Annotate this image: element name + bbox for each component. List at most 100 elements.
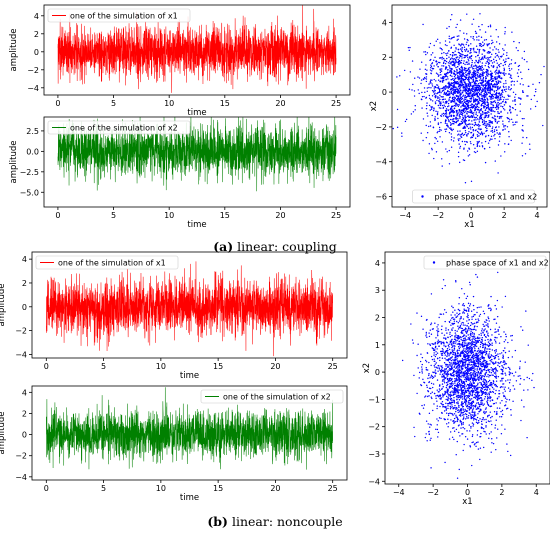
scatter-point <box>496 86 498 88</box>
scatter-point <box>480 374 482 377</box>
scatter-point <box>477 82 480 85</box>
scatter-point <box>485 94 488 96</box>
scatter-point <box>498 104 500 106</box>
scatter-point <box>457 384 459 387</box>
scatter-point <box>449 393 452 395</box>
scatter-point <box>496 407 499 409</box>
scatter-point <box>505 82 507 84</box>
scatter-point <box>504 339 507 341</box>
scatter-point <box>467 342 469 344</box>
scatter-point <box>447 381 449 383</box>
scatter-point <box>497 36 499 38</box>
scatter-point <box>483 106 485 108</box>
scatter-point <box>455 90 458 93</box>
scatter-point <box>457 48 460 51</box>
scatter-point <box>456 320 458 323</box>
scatter-point <box>455 454 457 456</box>
scatter-point <box>477 402 479 404</box>
scatter-point <box>477 392 479 395</box>
scatter-point <box>470 374 472 377</box>
scatter-point <box>493 411 496 413</box>
scatter-point <box>483 132 485 135</box>
scatter-point <box>527 85 530 87</box>
scatter-point <box>483 39 486 41</box>
scatter-point <box>488 304 490 306</box>
scatter-point <box>445 370 447 372</box>
scatter-point <box>451 322 453 325</box>
scatter-point <box>436 352 439 354</box>
scatter-point <box>419 360 422 363</box>
scatter-point <box>472 353 475 356</box>
scatter-point <box>443 104 445 106</box>
scatter-point <box>490 83 493 86</box>
scatter-point <box>462 449 464 452</box>
scatter-point <box>453 99 456 101</box>
scatter-point <box>478 306 480 309</box>
legend-label: one of the simulation of x1 <box>70 12 178 21</box>
scatter-point <box>479 87 481 90</box>
scatter-point <box>475 345 478 347</box>
scatter-point <box>463 428 466 430</box>
scatter-point <box>425 335 427 337</box>
scatter-point <box>459 111 462 113</box>
scatter-point <box>460 421 462 423</box>
scatter-point <box>499 380 502 382</box>
scatter-point <box>442 370 444 372</box>
scatter-point <box>471 76 474 79</box>
scatter-point <box>516 114 518 116</box>
scatter-point <box>462 376 464 378</box>
scatter-point <box>497 95 499 98</box>
scatter-point <box>481 354 483 356</box>
scatter-point <box>449 62 451 64</box>
scatter-point <box>450 92 452 95</box>
scatter-point <box>473 366 475 368</box>
scatter-point <box>462 389 464 391</box>
scatter-point <box>428 430 430 433</box>
scatter-point <box>481 62 484 64</box>
scatter-point <box>527 389 529 391</box>
scatter-point <box>446 342 448 344</box>
scatter-point <box>439 405 441 408</box>
y-tick-label: 0 <box>34 48 39 57</box>
scatter-point <box>496 95 498 97</box>
scatter-point <box>455 281 457 283</box>
scatter-point <box>446 73 448 75</box>
scatter-point <box>478 52 480 54</box>
scatter-point <box>479 350 482 352</box>
scatter-point <box>481 418 483 421</box>
scatter-point <box>462 318 465 320</box>
scatter-point <box>465 106 467 109</box>
scatter-point <box>447 94 450 96</box>
scatter-point <box>459 100 461 102</box>
scatter-point <box>438 388 441 390</box>
scatter-point <box>482 88 485 91</box>
scatter-point <box>500 117 502 119</box>
scatter-point <box>480 368 482 370</box>
scatter-point <box>463 304 465 307</box>
scatter-point <box>434 369 437 371</box>
scatter-point <box>475 408 478 410</box>
scatter-point <box>477 350 479 352</box>
scatter-point <box>475 404 477 406</box>
scatter-point <box>460 98 463 101</box>
scatter-point <box>464 408 466 411</box>
scatter-point <box>460 76 463 79</box>
x-tick-label: 10 <box>156 362 166 371</box>
scatter-point <box>460 123 462 125</box>
scatter-point <box>451 390 453 392</box>
scatter-point <box>490 382 493 384</box>
scatter-point <box>504 351 507 354</box>
scatter-point <box>447 399 449 402</box>
scatter-point <box>451 404 453 406</box>
scatter-point <box>464 121 467 123</box>
scatter-point <box>464 118 466 121</box>
scatter-point <box>521 57 523 59</box>
scatter-point <box>508 131 510 133</box>
scatter-point <box>504 100 507 103</box>
scatter-point <box>484 351 486 354</box>
scatter-point <box>512 100 514 102</box>
scatter-point <box>428 46 430 48</box>
scatter-point <box>429 121 432 123</box>
scatter-point <box>457 38 459 40</box>
scatter-point <box>462 116 464 119</box>
